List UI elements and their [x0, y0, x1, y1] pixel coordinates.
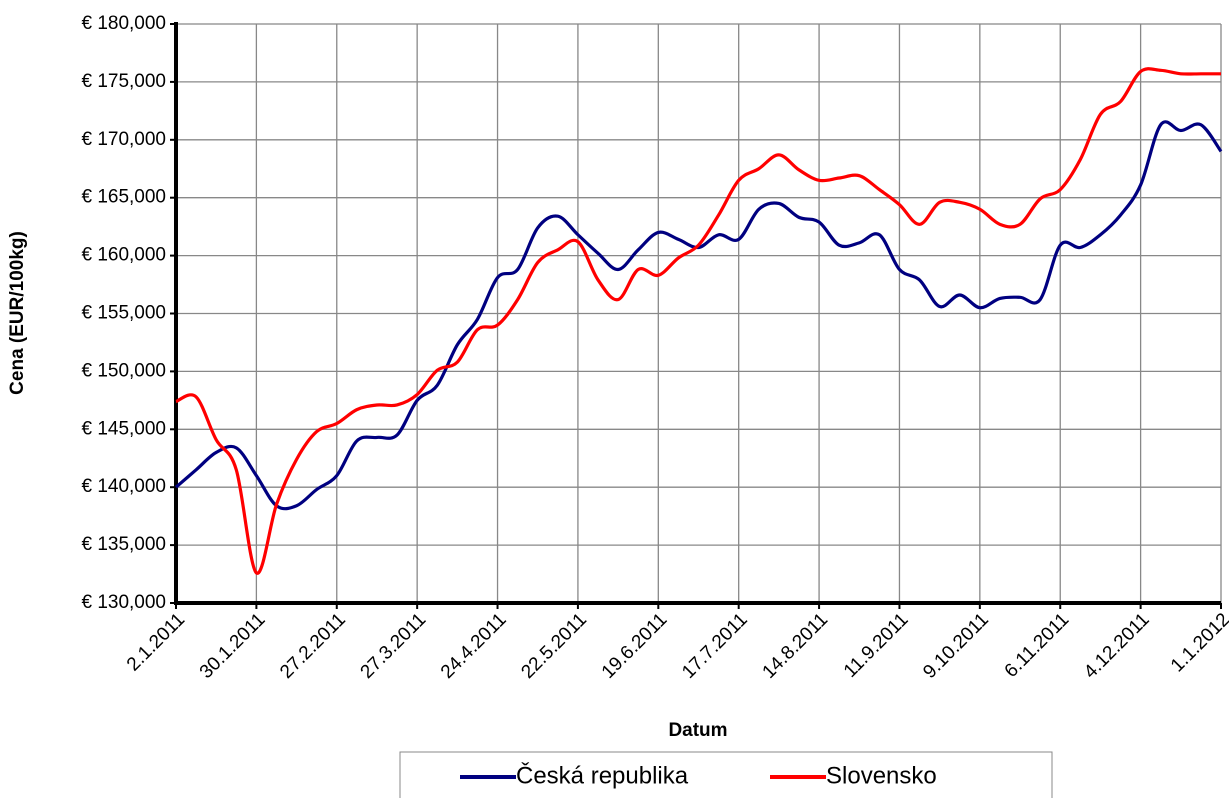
y-tick-label: € 175,000 — [81, 71, 166, 92]
x-tick-label: 4.12.2011 — [1080, 609, 1154, 683]
x-tick-label: 19.6.2011 — [598, 609, 672, 683]
y-tick-label: € 160,000 — [81, 245, 166, 266]
y-axis-label: Cena (EUR/100kg) — [7, 231, 28, 395]
y-tick-label: € 130,000 — [81, 592, 166, 613]
x-tick-label: 6.11.2011 — [1001, 609, 1074, 682]
y-tick-label: € 135,000 — [81, 534, 166, 555]
y-tick-label: € 140,000 — [81, 476, 166, 497]
x-tick-label: 11.9.2011 — [840, 609, 913, 682]
y-tick-label: € 145,000 — [81, 418, 166, 439]
y-tick-label: € 180,000 — [81, 13, 166, 34]
series-line — [175, 67, 1221, 575]
x-tick-label: 1.1.2012 — [1167, 609, 1229, 676]
y-tick-label: € 155,000 — [81, 303, 166, 324]
y-tick-label: € 165,000 — [81, 187, 166, 208]
y-tick-label: € 170,000 — [81, 129, 166, 150]
x-tick-label: 2.1.2011 — [123, 609, 189, 675]
x-tick-label: 24.4.2011 — [437, 609, 511, 683]
x-tick-label: 22.5.2011 — [517, 609, 591, 683]
x-tick-label: 30.1.2011 — [196, 609, 270, 683]
x-tick-label: 17.7.2011 — [678, 609, 752, 683]
legend-label: Slovensko — [826, 762, 937, 789]
legend-label: Česká republika — [516, 761, 689, 789]
x-tick-label: 9.10.2011 — [919, 609, 993, 683]
x-axis-label: Datum — [668, 720, 727, 741]
y-tick-label: € 150,000 — [81, 360, 166, 381]
x-tick-label: 27.3.2011 — [357, 609, 431, 683]
series-line — [174, 120, 1223, 511]
x-tick-label: 27.2.2011 — [276, 609, 350, 683]
x-tick-label: 14.8.2011 — [759, 609, 833, 683]
